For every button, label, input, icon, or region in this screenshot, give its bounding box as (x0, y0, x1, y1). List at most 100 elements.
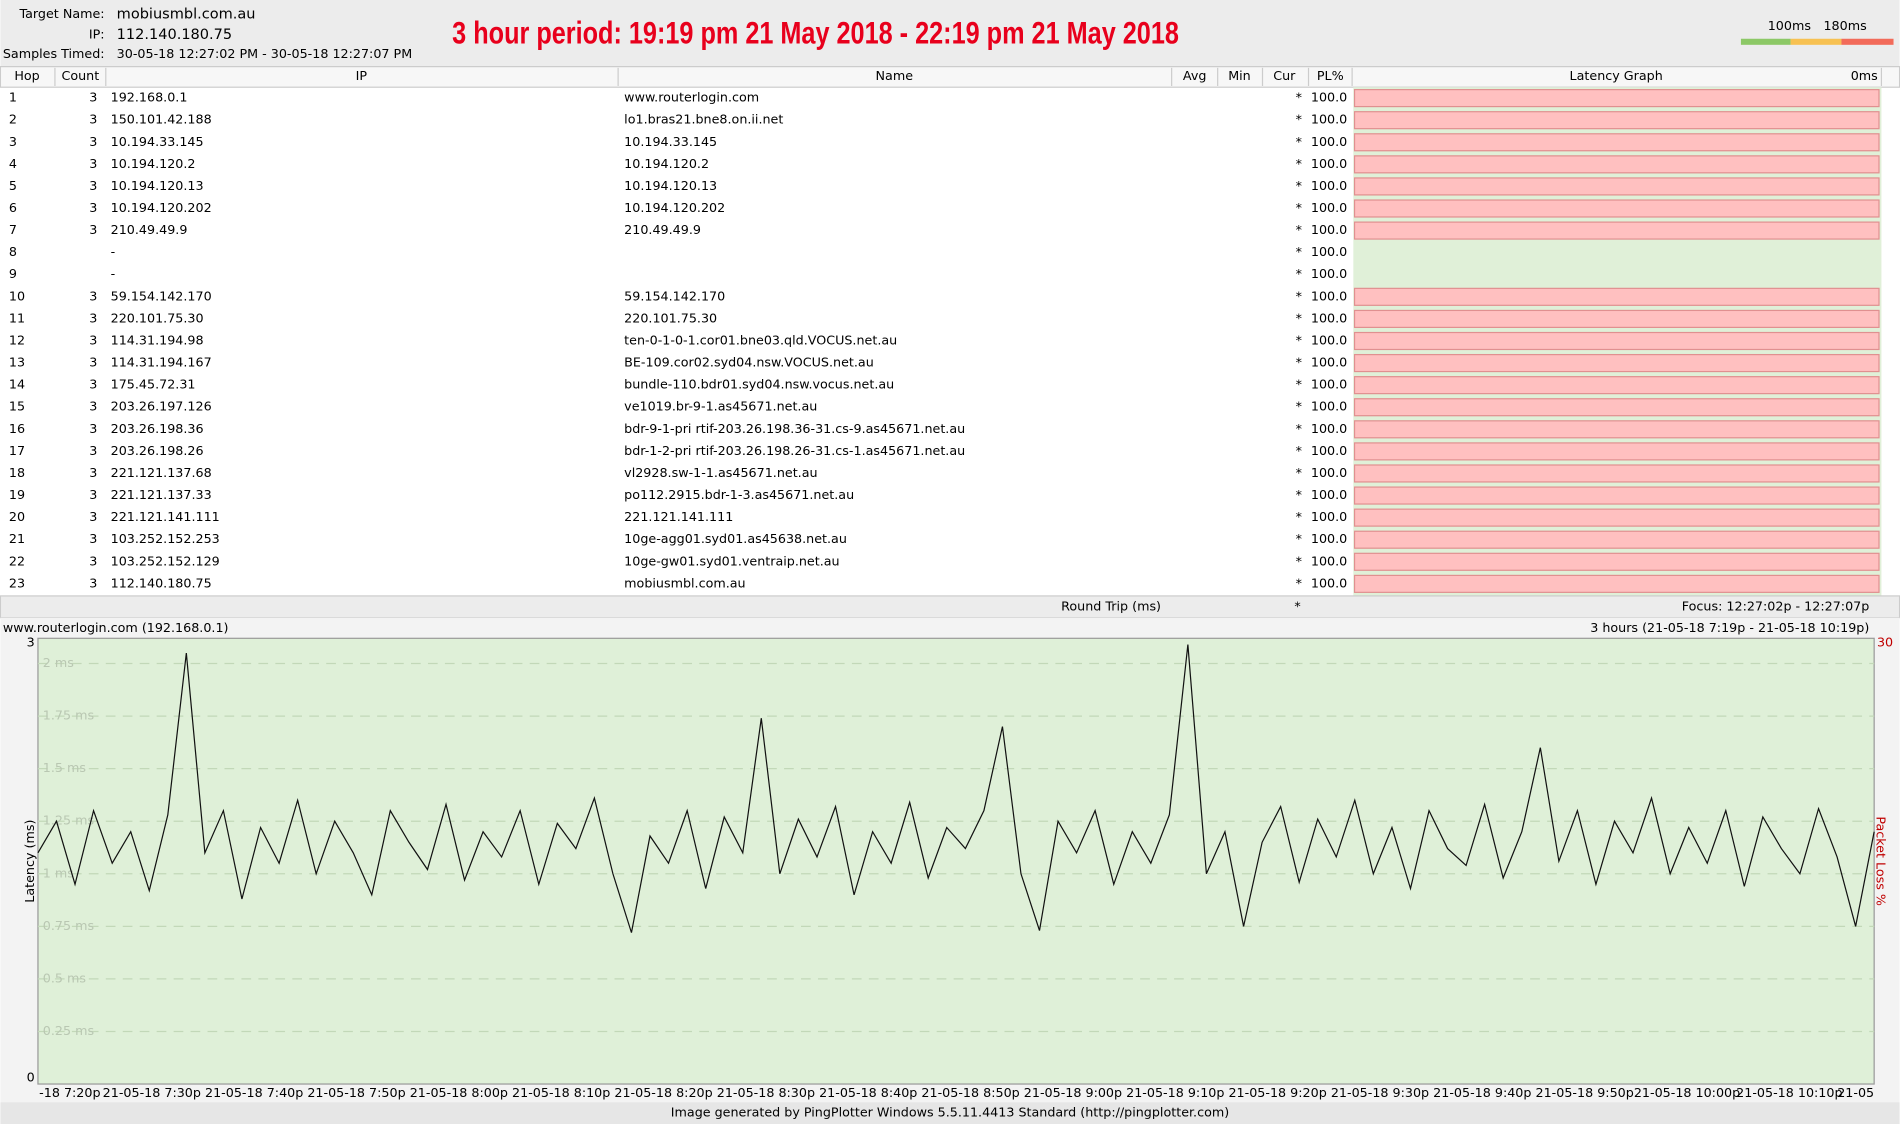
plot-area (37, 637, 1875, 1085)
y-tick-label: 0.75 ms (43, 918, 94, 933)
scale-red (1841, 38, 1894, 45)
cur: * (1296, 222, 1302, 237)
hop: 22 (9, 553, 25, 568)
graph-range: 3 hours (21-05-18 7:19p - 21-05-18 10:19… (1590, 620, 1869, 635)
x-tick-label: 21-05-18 7:50p (307, 1085, 405, 1100)
y2-axis-title: Packet Loss % (1874, 816, 1889, 906)
count: 3 (89, 355, 97, 370)
ip: 114.31.194.98 (111, 332, 204, 347)
name: 10ge-gw01.syd01.ventraip.net.au (624, 553, 839, 568)
column-header: Name (876, 68, 914, 83)
count: 3 (89, 310, 97, 325)
packet-loss: 100.0 (1311, 156, 1347, 171)
cur: * (1296, 134, 1302, 149)
label: Samples Timed: (3, 46, 105, 61)
packet-loss: 100.0 (1311, 112, 1347, 127)
cur: * (1296, 399, 1302, 414)
count: 3 (89, 112, 97, 127)
loss-bar (1353, 221, 1880, 240)
name: 10.194.33.145 (624, 134, 717, 149)
scale-green (1740, 38, 1791, 45)
packet-loss: 100.0 (1311, 399, 1347, 414)
x-tick-label: 21-05-18 9:50p (1536, 1085, 1634, 1100)
count: 3 (89, 399, 97, 414)
footer-bg (0, 1102, 1900, 1124)
packet-loss: 100.0 (1311, 575, 1347, 590)
hop: 19 (9, 487, 25, 502)
name: bdr-9-1-pri rtif-203.26.198.36-31.cs-9.a… (624, 421, 965, 436)
cur: * (1296, 244, 1302, 259)
y-tick-label: 0 (27, 1069, 35, 1084)
scale-yellow (1790, 38, 1842, 45)
hop: 5 (9, 178, 17, 193)
loss-bar (1353, 155, 1880, 174)
cur: * (1296, 509, 1302, 524)
hop: 2 (9, 112, 17, 127)
ip: 221.121.137.68 (111, 465, 212, 480)
cur: * (1296, 465, 1302, 480)
column-header: Count (61, 68, 99, 83)
ip: 221.121.141.111 (111, 509, 220, 524)
x-tick-label: 21-05-18 10:00p (1634, 1085, 1740, 1100)
packet-loss: 100.0 (1311, 90, 1347, 105)
ip: 10.194.120.2 (111, 156, 196, 171)
ip: 175.45.72.31 (111, 377, 196, 392)
count: 3 (89, 90, 97, 105)
x-tick-label: 21-05-18 8:10p (512, 1085, 610, 1100)
scale-label: 180ms (1823, 18, 1866, 33)
packet-loss: 100.0 (1311, 332, 1347, 347)
loss-bar (1353, 199, 1880, 218)
name: ten-0-1-0-1.cor01.bne03.qld.VOCUS.net.au (624, 332, 897, 347)
y-top: 3 (27, 635, 35, 650)
cur: * (1296, 332, 1302, 347)
hop: 21 (9, 531, 25, 546)
loss-bar (1353, 574, 1880, 593)
ip: 10.194.33.145 (111, 134, 204, 149)
y-tick-label: 0.25 ms (43, 1023, 94, 1038)
x-tick-label: 21-05-18 8:40p (819, 1085, 917, 1100)
x-tick-label: 21-05-18 7:40p (205, 1085, 303, 1100)
name: bdr-1-2-pri rtif-203.26.198.26-31.cs-1.a… (624, 443, 965, 458)
x-tick-label: -18 7:20p (39, 1085, 100, 1100)
x-tick-label: 21-05-18 9:00p (1024, 1085, 1122, 1100)
name: 210.49.49.9 (624, 222, 701, 237)
ip: 114.31.194.167 (111, 355, 212, 370)
count: 3 (89, 222, 97, 237)
x-tick-label: 21-05-18 9:40p (1433, 1085, 1531, 1100)
loss-bar (1353, 111, 1880, 130)
name: 10.194.120.202 (624, 200, 725, 215)
count: 3 (89, 575, 97, 590)
count: 3 (89, 509, 97, 524)
packet-loss: 100.0 (1311, 310, 1347, 325)
name: po112.2915.bdr-1-3.as45671.net.au (624, 487, 854, 502)
header-bg (0, 0, 1900, 67)
hop: 1 (9, 90, 17, 105)
column-header: Cur (1273, 68, 1296, 83)
scale-label: 100ms (1768, 18, 1811, 33)
y-tick-label: 2 ms (43, 655, 74, 670)
packet-loss: 100.0 (1311, 509, 1347, 524)
cur: * (1296, 355, 1302, 370)
loss-bar (1353, 133, 1880, 152)
graph-title: www.routerlogin.com (192.168.0.1) (3, 620, 229, 635)
ip: 220.101.75.30 (111, 310, 204, 325)
cur: * (1296, 288, 1302, 303)
count: 3 (89, 200, 97, 215)
count: 3 (89, 377, 97, 392)
hop: 8 (9, 244, 17, 259)
hop: 15 (9, 399, 25, 414)
name: 59.154.142.170 (624, 288, 725, 303)
hop: 17 (9, 443, 25, 458)
packet-loss: 100.0 (1311, 465, 1347, 480)
packet-loss: 100.0 (1311, 443, 1347, 458)
label: IP: (89, 27, 105, 42)
column-header: PL% (1317, 68, 1344, 83)
loss-bar (1353, 309, 1880, 328)
ip: 203.26.197.126 (111, 399, 212, 414)
count: 3 (89, 487, 97, 502)
cur: * (1296, 200, 1302, 215)
graph: www.routerlogin.com (192.168.0.1) 3 hours… (3, 620, 1893, 1100)
packet-loss: 100.0 (1311, 487, 1347, 502)
